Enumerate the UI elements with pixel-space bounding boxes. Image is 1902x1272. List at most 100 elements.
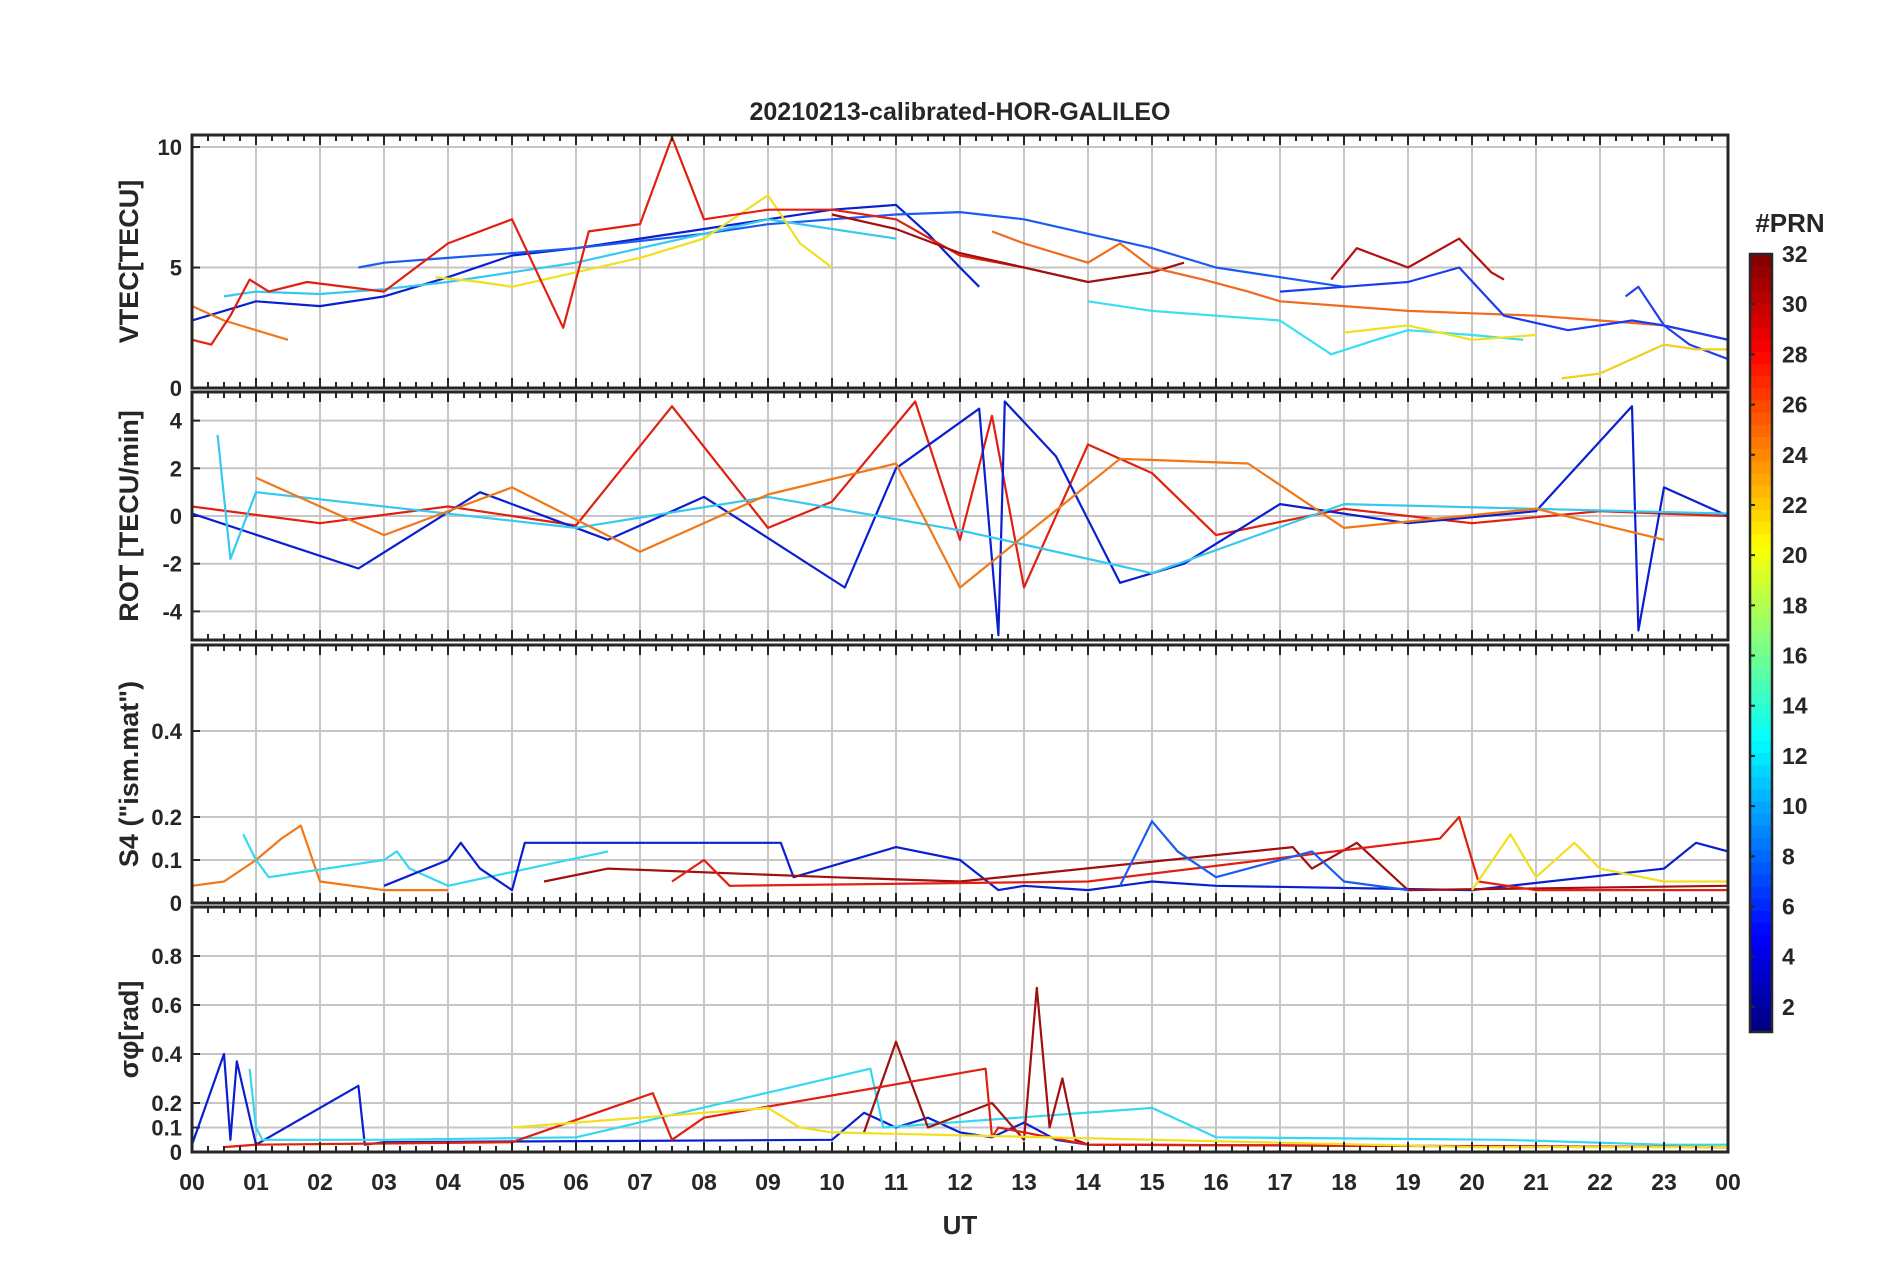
- x-tick-label: 10: [819, 1169, 845, 1195]
- colorbar-tick-label: 24: [1782, 442, 1808, 468]
- colorbar-segment: [1750, 728, 1772, 741]
- colorbar-tick-label: 20: [1782, 542, 1808, 568]
- colorbar-segment: [1750, 375, 1772, 389]
- y-tick-label: 0: [170, 891, 182, 916]
- x-axis-label: UT: [943, 1210, 978, 1240]
- colorbar-segment: [1750, 643, 1772, 656]
- subplot-4: 00.10.2 0.4 0.6 0.8 σφ[rad]: [114, 905, 1730, 1165]
- x-tick-label: 22: [1587, 1169, 1613, 1195]
- y-tick-label: 0.1: [151, 1116, 182, 1141]
- series-line-9: [1087, 300, 1524, 356]
- colorbar-frame: [1748, 252, 1774, 1034]
- x-tick-label: 17: [1267, 1169, 1293, 1195]
- colorbar-segment: [1750, 351, 1772, 365]
- x-tick-label: 00: [179, 1169, 205, 1195]
- colorbar-segment: [1750, 472, 1772, 486]
- y-tick-label: 0: [170, 376, 182, 401]
- colorbar-segment: [1750, 971, 1772, 984]
- colorbar-tick-label: 18: [1782, 592, 1808, 618]
- colorbar-segment: [1750, 898, 1772, 912]
- series-group: [192, 400, 1728, 637]
- colorbar-segment: [1750, 813, 1772, 826]
- colorbar-segment: [1750, 630, 1772, 644]
- series-line-4: [543, 841, 1728, 892]
- series-line-2: [242, 833, 609, 887]
- series-group: [192, 136, 1728, 380]
- x-tick-label: 18: [1331, 1169, 1357, 1195]
- colorbar-segment: [1750, 776, 1772, 790]
- colorbar-tick-label: 26: [1782, 392, 1808, 418]
- axes-frame: [190, 390, 1730, 642]
- colorbar-segment: [1750, 278, 1772, 292]
- colorbar-segment: [1750, 886, 1772, 899]
- series-line-11: [1279, 266, 1728, 341]
- colorbar-tick-label: 22: [1782, 492, 1808, 518]
- colorbar-segment: [1750, 983, 1772, 997]
- colorbar-segment: [1750, 825, 1772, 839]
- series-line-4: [435, 194, 833, 288]
- colorbar-segment: [1750, 448, 1772, 462]
- colorbar-segment: [1750, 570, 1772, 583]
- y-axis-label: S4 ("ism.mat"): [114, 681, 144, 867]
- y-tick-label: -2: [162, 552, 182, 577]
- colorbar-segment: [1750, 922, 1772, 936]
- y-tick-label: 0.2: [151, 1091, 182, 1116]
- y-tick-label: 10: [158, 135, 182, 160]
- colorbar-segment: [1750, 861, 1772, 875]
- axes-frame: [190, 643, 1730, 905]
- colorbar-segment: [1750, 1007, 1772, 1021]
- colorbar-segment: [1750, 339, 1772, 352]
- colorbar-segment: [1750, 533, 1772, 547]
- colorbar-segment: [1750, 290, 1772, 304]
- colorbar-tick-label: 2: [1782, 994, 1795, 1020]
- colorbar-segment: [1750, 788, 1772, 802]
- colorbar-tick-label: 32: [1782, 241, 1808, 267]
- colorbar-segment: [1750, 691, 1772, 705]
- series-line-8: [991, 230, 1728, 341]
- colorbar-segment: [1750, 363, 1772, 377]
- colorbar-segment: [1750, 545, 1772, 559]
- subplot-1: 0 5 10 VTEC[TECU]: [114, 133, 1730, 401]
- series-line-1: [192, 1052, 1089, 1146]
- series-line-10: [1330, 237, 1505, 281]
- x-tick-label: 23: [1651, 1169, 1677, 1195]
- series-line-4: [255, 457, 1665, 589]
- colorbar-segment: [1750, 302, 1772, 316]
- series-line-1: [192, 203, 980, 322]
- x-tick-label: 00: [1715, 1169, 1741, 1195]
- x-tick-label: 03: [371, 1169, 397, 1195]
- colorbar-segment: [1750, 618, 1772, 632]
- series-line-2: [358, 211, 1345, 288]
- colorbar-segment: [1750, 314, 1772, 328]
- series-line-7: [831, 213, 1185, 284]
- x-tick-label: 13: [1011, 1169, 1037, 1195]
- y-tick-label: 0: [170, 504, 182, 529]
- y-tick-label: 4: [170, 409, 183, 434]
- colorbar-label: #PRN: [1755, 208, 1824, 238]
- colorbar-segment: [1750, 946, 1772, 960]
- colorbar-segment: [1750, 521, 1772, 535]
- colorbar-segment: [1750, 849, 1772, 863]
- colorbar-tick-label: 28: [1782, 341, 1808, 367]
- y-tick-label: 0.8: [151, 944, 182, 969]
- x-tick-label: 15: [1139, 1169, 1165, 1195]
- series-line-2: [192, 400, 1728, 637]
- colorbar-tick-label: 8: [1782, 843, 1795, 869]
- subplot-3: 0 0.1 0.2 0.4 S4 ("ism.mat"): [114, 643, 1730, 916]
- colorbar-segment: [1750, 399, 1772, 413]
- x-tick-label: 02: [307, 1169, 333, 1195]
- y-tick-label: 0.4: [151, 1042, 182, 1067]
- axes-frame: [190, 133, 1730, 390]
- y-tick-label: 0.6: [151, 993, 182, 1018]
- series-line-3: [862, 986, 1728, 1149]
- x-tick-label: 08: [691, 1169, 717, 1195]
- y-axis-label: σφ[rad]: [114, 981, 144, 1079]
- colorbar-segment: [1750, 1019, 1772, 1033]
- colorbar-segment: [1750, 873, 1772, 887]
- colorbar-segment: [1750, 959, 1772, 972]
- colorbar-segment: [1750, 910, 1772, 924]
- colorbar-segment: [1750, 801, 1772, 814]
- series-group: [192, 815, 1728, 892]
- y-tick-label: 0.1: [151, 848, 182, 873]
